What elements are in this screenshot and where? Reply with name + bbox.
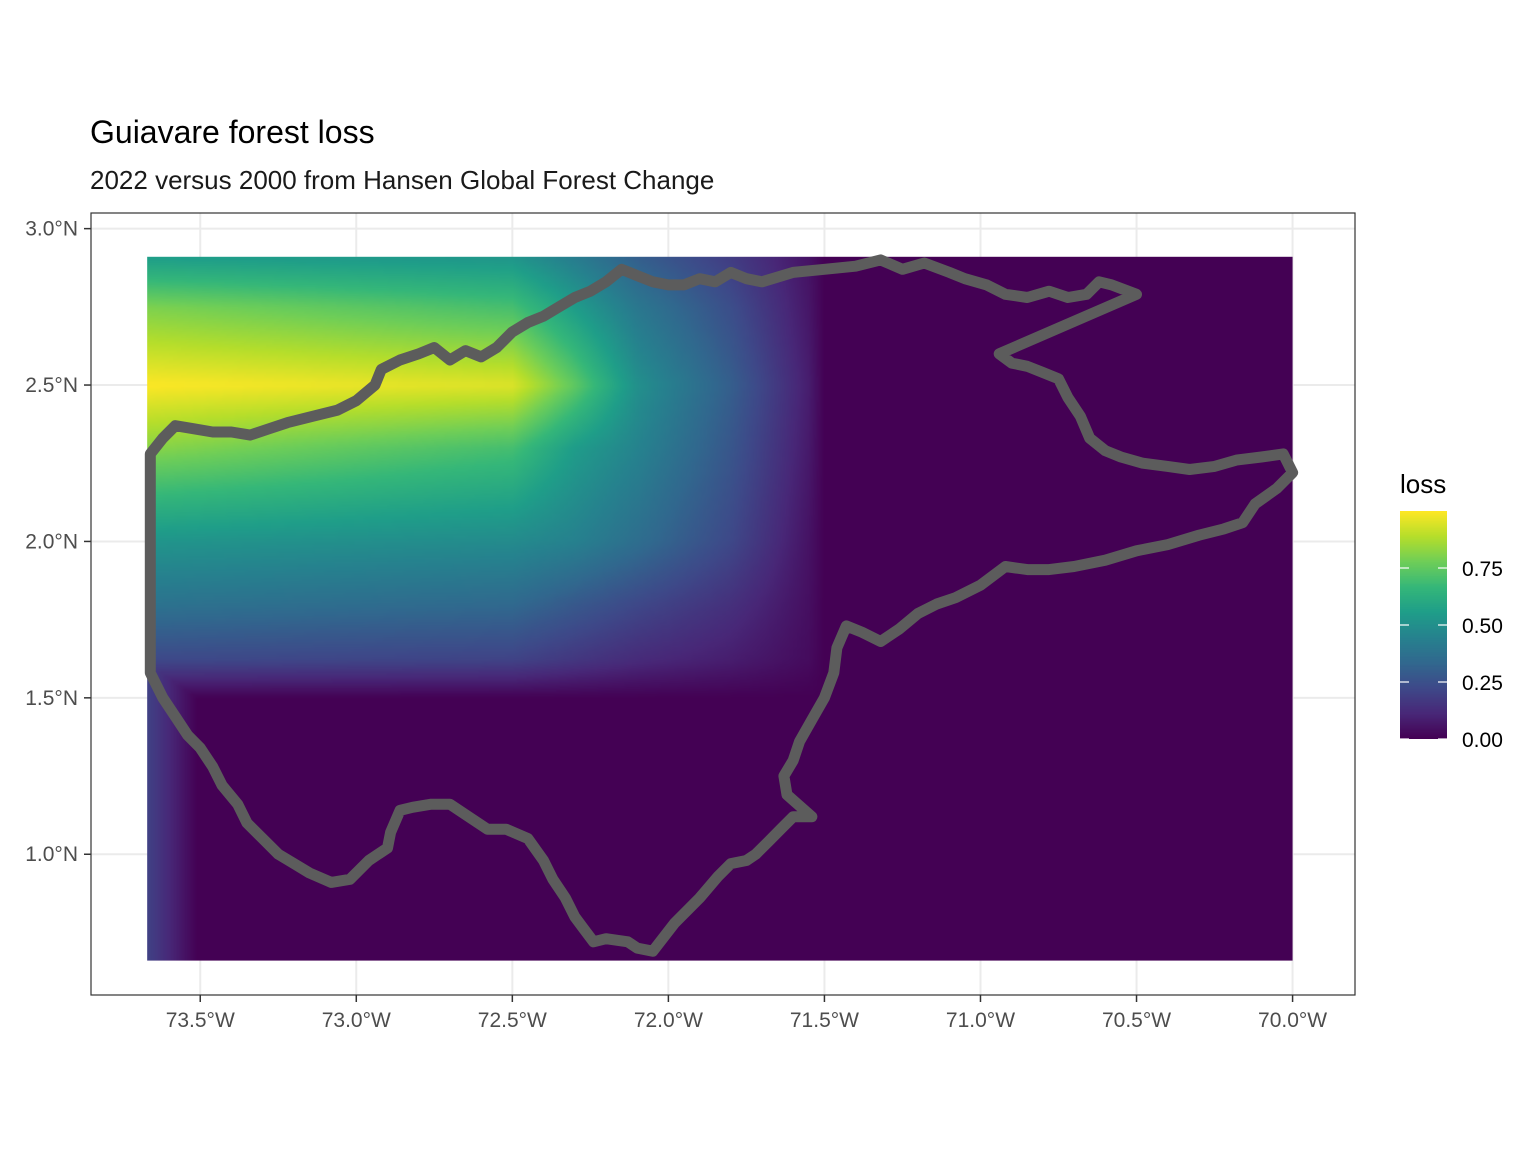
x-tick-label: 72.0°W: [634, 1009, 703, 1032]
y-tick-label: 2.0°N: [25, 530, 78, 553]
legend-label: 0.25: [1462, 672, 1503, 695]
legend: loss 0.00 0.25 0.50 0.75: [1400, 469, 1503, 752]
map-title: Guiavare forest loss: [90, 114, 375, 150]
x-tick-label: 71.5°W: [790, 1009, 859, 1032]
boundary-layer: [144, 254, 1299, 957]
legend-title: loss: [1400, 469, 1446, 499]
x-tick-label: 71.0°W: [946, 1009, 1015, 1032]
guiavare-boundary: [144, 254, 1299, 957]
x-tick-label: 70.5°W: [1102, 1009, 1171, 1032]
loss-raster: [147, 256, 1293, 961]
x-axis: 73.5°W 73.0°W 72.5°W 72.0°W 71.5°W 71.0°W 70.5…: [166, 995, 1327, 1032]
y-tick-label: 2.5°N: [25, 374, 78, 397]
map-subtitle: 2022 versus 2000 from Hansen Global Fore…: [90, 165, 715, 195]
panel-border: [90, 212, 1356, 996]
x-tick-label: 70.0°W: [1258, 1009, 1327, 1032]
legend-ticks: 0.00 0.25 0.50 0.75: [1400, 558, 1503, 752]
loss-raster-image: [147, 256, 1293, 961]
legend-label: 0.00: [1462, 729, 1503, 752]
y-axis: 1.0°N 1.5°N 2.0°N 2.5°N 3.0°N: [25, 218, 91, 866]
y-tick-label: 1.5°N: [25, 687, 78, 710]
x-tick-label: 73.5°W: [166, 1009, 235, 1032]
legend-label: 0.50: [1462, 615, 1503, 638]
x-tick-label: 72.5°W: [478, 1009, 547, 1032]
x-tick-label: 73.0°W: [322, 1009, 391, 1032]
y-tick-label: 3.0°N: [25, 218, 78, 241]
y-tick-label: 1.0°N: [25, 843, 78, 866]
legend-label: 0.75: [1462, 558, 1503, 581]
